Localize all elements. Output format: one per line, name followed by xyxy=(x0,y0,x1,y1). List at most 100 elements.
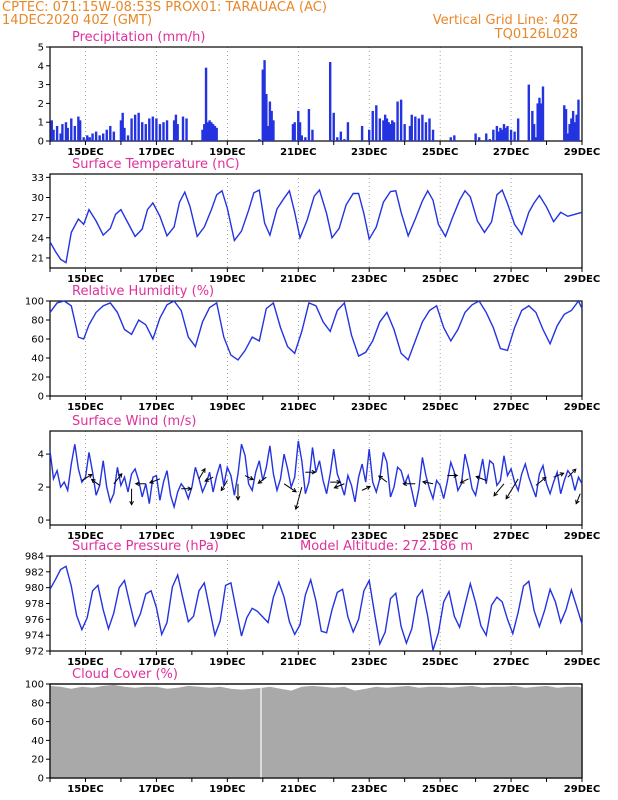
header-date: 14DEC2020 40Z (GMT) xyxy=(2,13,152,28)
precip-bar xyxy=(396,101,399,141)
rh-series-line xyxy=(49,299,583,362)
precip-bar xyxy=(538,97,541,141)
rh-ytick-label: 0 xyxy=(38,392,44,403)
precip-bar xyxy=(300,135,304,141)
wind-vector-head xyxy=(571,468,577,474)
precip-bar xyxy=(563,105,566,141)
header-grid-line: Vertical Grid Line: 40Z xyxy=(433,13,578,28)
cloud-xtick-label: 25DEC xyxy=(422,784,458,795)
precip-bar xyxy=(424,122,428,141)
precip-bar xyxy=(449,137,452,141)
wind-vector xyxy=(553,472,564,478)
precip-bar xyxy=(82,137,85,141)
temp-xtick-label: 17DEC xyxy=(138,274,174,285)
precip-ytick-label: 1 xyxy=(38,118,44,129)
precip-xtick-label: 21DEC xyxy=(280,147,316,158)
precip-bar xyxy=(213,125,217,141)
precip-bar xyxy=(307,109,311,141)
precip-bar xyxy=(121,112,124,141)
wind-vector xyxy=(378,475,388,483)
wind-vector-head xyxy=(292,487,297,493)
precip-bar xyxy=(211,124,215,141)
wind-xtick-label: 25DEC xyxy=(422,531,458,542)
precip-bar xyxy=(73,125,77,141)
precip-bar xyxy=(403,124,406,141)
precip-xtick-label: 23DEC xyxy=(351,147,387,158)
precip-bar xyxy=(501,129,504,141)
pressure-title: Surface Pressure (hPa) xyxy=(72,539,219,554)
wind-xtick-label: 29DEC xyxy=(564,531,600,542)
precip-bar xyxy=(417,118,421,141)
precip-bar xyxy=(98,135,101,141)
temp-ytick-label: 21 xyxy=(31,253,44,264)
temp-xtick-label: 19DEC xyxy=(209,274,245,285)
cloud-ytick-label: 100 xyxy=(25,680,44,691)
precip-bar xyxy=(391,120,394,141)
precip-bar xyxy=(431,129,435,141)
wind-vector-head xyxy=(421,480,428,485)
cloud-xtick-label: 17DEC xyxy=(138,784,174,795)
rh-ytick-label: 20 xyxy=(31,373,44,384)
precip-bar xyxy=(258,139,261,141)
wind-ytick-label: 4 xyxy=(38,450,44,461)
wind-series-line xyxy=(49,440,583,510)
wind-vector xyxy=(575,493,581,504)
precip-bar xyxy=(495,125,499,141)
wind-xtick-label: 19DEC xyxy=(209,531,245,542)
precip-bar xyxy=(360,125,364,141)
wind-xtick-label: 17DEC xyxy=(138,531,174,542)
pressure-xtick-label: 19DEC xyxy=(209,657,245,668)
pressure-xtick-label: 29DEC xyxy=(564,657,600,668)
precip-bar xyxy=(428,118,431,141)
rh-xtick-label: 15DEC xyxy=(67,402,103,413)
wind-vector xyxy=(81,474,93,481)
pressure-ytick-label: 972 xyxy=(25,647,44,658)
pressure-xtick-label: 25DEC xyxy=(422,657,458,668)
precip-bar xyxy=(421,114,424,141)
temp-series-line xyxy=(49,188,583,264)
precip-bar xyxy=(201,129,204,141)
precip-bar xyxy=(158,124,162,141)
wind-ytick-label: 2 xyxy=(38,483,44,494)
precip-bar xyxy=(119,120,123,141)
cloud-xtick-label: 15DEC xyxy=(67,784,103,795)
wind-xtick-label: 15DEC xyxy=(67,531,103,542)
wind-vector xyxy=(535,477,547,486)
wind-xtick-label: 23DEC xyxy=(351,531,387,542)
wind-vector-head xyxy=(333,484,339,489)
precip-bar xyxy=(332,112,335,141)
temp-ytick-label: 27 xyxy=(31,213,44,224)
precip-title: Precipitation (mm/h) xyxy=(72,30,205,45)
temp-frame xyxy=(49,173,583,269)
wind-vector-head xyxy=(459,479,465,484)
precip-bar xyxy=(77,116,80,141)
precip-xtick-label: 15DEC xyxy=(67,147,103,158)
precip-bar xyxy=(499,127,502,141)
precip-bar xyxy=(378,118,382,141)
precip-bar xyxy=(513,131,516,141)
precip-bar xyxy=(94,131,98,141)
precip-bar xyxy=(477,137,481,141)
precip-bar xyxy=(126,135,130,141)
wind-vector xyxy=(258,476,267,484)
precip-panel: 0 1 2 3 4 5 15DEC 17DEC 19DEC 21DEC 23DEC 25DEC 27DE… xyxy=(38,30,601,158)
temp-xtick-label: 23DEC xyxy=(351,274,387,285)
precip-bar xyxy=(208,120,211,141)
temp-ytick-label: 24 xyxy=(31,233,44,244)
precip-bar xyxy=(204,67,208,141)
rh-ytick-label: 60 xyxy=(31,335,44,346)
wind-vector xyxy=(505,478,519,500)
precip-bar xyxy=(144,124,147,141)
wind-ytick-label: 0 xyxy=(38,516,44,527)
wind-vector-head xyxy=(505,494,510,500)
pressure-ytick-label: 974 xyxy=(25,631,44,642)
precip-bar xyxy=(78,120,82,141)
precip-bar xyxy=(527,84,530,141)
precip-bar xyxy=(328,62,332,141)
precip-bar xyxy=(336,137,339,141)
precip-bar xyxy=(109,125,112,141)
wind-vector xyxy=(113,473,123,485)
wind-vector-head xyxy=(87,473,93,479)
precip-xtick-label: 29DEC xyxy=(564,147,600,158)
precip-bar xyxy=(123,127,126,141)
